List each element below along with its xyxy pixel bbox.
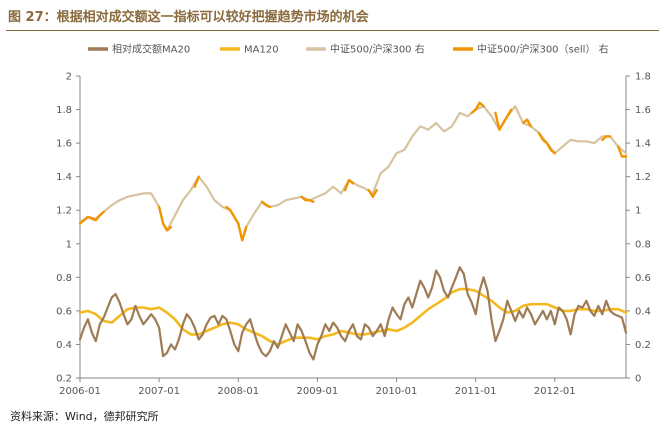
y-left-tick-label: 0.6 xyxy=(56,306,72,317)
y-right-tick-label: 0.6 xyxy=(635,273,651,284)
y-left-tick-label: 1.8 xyxy=(56,105,72,116)
axes: 0.2 0.4 0.6 0.8 1 1.2 1.4 1.6 1.8 2 0 0.2 0.4 0.6 0.8 1… xyxy=(56,72,651,398)
series-sell-segment-12 xyxy=(601,135,612,141)
y-left-tick-label: 1.4 xyxy=(56,172,72,183)
legend: 相对成交额MA20 MA120 中证500/沪深300 右 中证500/沪深300（s… xyxy=(88,43,609,56)
series-sell-segment-3 xyxy=(225,205,248,242)
x-tick-label: 2008-01 xyxy=(217,386,259,397)
series-sell-segment-2 xyxy=(193,175,200,188)
x-tick-label: 2010-01 xyxy=(376,386,418,397)
x-tick-label: 2006-01 xyxy=(59,386,101,397)
y-left-tick-label: 0.2 xyxy=(56,374,72,385)
legend-label-2: 中证500/沪深300 右 xyxy=(330,43,425,56)
y-right-tick-label: 0.4 xyxy=(635,306,651,317)
legend-label-0: 相对成交额MA20 xyxy=(112,43,190,56)
y-left-tick-label: 1.6 xyxy=(56,139,72,150)
y-right-tick-label: 1.2 xyxy=(635,172,651,183)
series-sell-segment-0 xyxy=(78,210,105,225)
series-sell-segment-4 xyxy=(260,200,272,209)
series-sell-segment-11 xyxy=(537,131,556,155)
y-right-tick-label: 1 xyxy=(635,206,641,217)
legend-label-3: 中证500/沪深300（sell） 右 xyxy=(477,43,609,56)
series-layer xyxy=(78,101,628,361)
series-sell-segment-1 xyxy=(157,205,173,232)
series-sell-segment-6 xyxy=(343,178,355,192)
y-right-tick-label: 0 xyxy=(635,374,641,385)
title-divider xyxy=(6,30,659,31)
legend-label-1: MA120 xyxy=(244,45,279,56)
figure-title: 图 27：根据相对成交额这一指标可以较好把握趋势市场的机会 xyxy=(8,10,369,25)
source-note: 资料来源：Wind，德邦研究所 xyxy=(10,410,159,423)
y-right-tick-label: 0.8 xyxy=(635,239,651,250)
series-sell-segment-13 xyxy=(616,145,628,158)
y-right-tick-label: 0.2 xyxy=(635,340,651,351)
x-tick-label: 2009-01 xyxy=(296,386,338,397)
y-right-tick-label: 1.6 xyxy=(635,105,651,116)
x-tick-label: 2007-01 xyxy=(138,386,180,397)
series-sell-segment-5 xyxy=(300,195,315,203)
y-right-tick-label: 1.8 xyxy=(635,72,651,83)
y-left-tick-label: 1.2 xyxy=(56,206,72,217)
series-sell-segment-9 xyxy=(494,108,513,131)
y-right-tick-label: 1.4 xyxy=(635,139,651,150)
y-left-tick-label: 0.4 xyxy=(56,340,72,351)
series-ma20-line xyxy=(78,266,628,361)
y-left-tick-label: 0.8 xyxy=(56,273,72,284)
series-sell-segment-7 xyxy=(367,188,378,198)
x-tick-label: 2012-01 xyxy=(534,386,576,397)
x-tick-label: 2011-01 xyxy=(455,386,497,397)
series-sell-segment-10 xyxy=(521,118,533,128)
y-left-tick-label: 1 xyxy=(66,239,72,250)
series-sell-segment-8 xyxy=(470,101,485,115)
series-ma120-line xyxy=(78,287,628,346)
y-left-tick-label: 2 xyxy=(66,72,72,83)
